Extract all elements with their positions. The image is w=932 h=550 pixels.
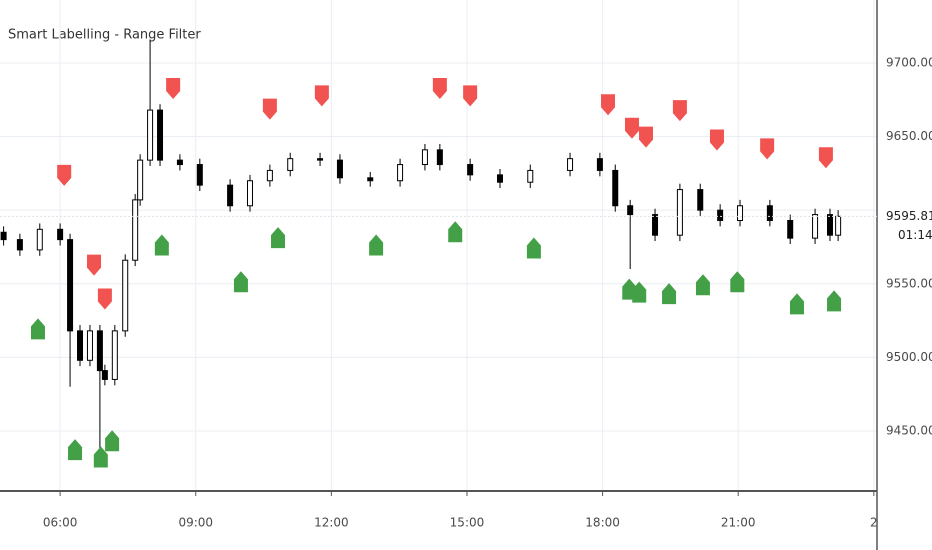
sell-label [624,117,639,139]
candle-body [676,189,683,236]
candle-body [317,158,324,161]
candle-body [246,180,253,207]
candle-body [397,164,404,182]
y-tick-label: 9450.00 [886,423,932,437]
candle-body [227,184,234,207]
candle-body [147,109,154,161]
buy-label [271,227,286,249]
sell-label [709,129,724,151]
x-tick-label: 09:00 [178,516,213,530]
sell-label [262,98,277,120]
grid [0,0,877,491]
candle-body [122,259,129,332]
candle-body [737,205,744,221]
candle-body [96,330,103,372]
candle-body [826,214,833,236]
x-tick-label: 21:00 [721,516,756,530]
price-box [878,205,932,246]
y-tick-label: 9550.00 [886,276,932,290]
buy-label [233,271,248,293]
buy-label [789,293,804,315]
y-tick-label: 9700.00 [886,55,932,69]
buy-label [105,430,120,452]
buy-label [632,281,647,303]
candle-body [652,214,659,236]
buy-label [154,234,169,256]
candle-body [101,370,108,380]
sell-label [432,78,447,100]
candle-body [86,330,93,361]
candle-body [627,205,634,216]
candle-body [717,209,724,221]
candle-body [612,169,619,207]
candle-body [835,215,842,236]
candle-body [157,109,164,161]
buy-label [93,446,108,468]
sell-label [463,85,478,107]
candle-body [287,158,294,171]
x-tick-label: 15:00 [450,516,485,530]
sell-label [760,138,775,160]
buy-label [369,234,384,256]
candles [0,39,842,458]
candle-body [812,214,819,239]
candle-body [367,177,374,182]
buy-label [827,290,842,312]
candle-body [436,149,443,166]
candle-body [67,239,74,332]
candle-body [787,219,794,239]
candle-body [77,330,84,361]
candle-body [57,228,64,241]
buy-label [695,274,710,296]
x-tick-label: 2 [870,516,878,530]
sell-label [638,126,653,148]
candle-body [111,330,118,380]
price-label: 9595.81 [886,209,932,223]
buy-label [730,271,745,293]
candle-body [527,169,534,183]
x-tick-label: 12:00 [314,516,349,530]
candle-body [496,174,503,183]
sell-label [672,100,687,122]
x-tick-label: 18:00 [585,516,620,530]
sell-label [97,288,112,310]
candle-body [336,159,343,179]
sell-markers [57,78,833,310]
candle-body [697,189,704,211]
sell-label [87,254,102,276]
y-tick-label: 9650.00 [886,129,932,143]
candle-body [176,159,183,166]
buy-label [662,283,677,305]
candle-body [596,158,603,171]
candle-body [137,159,144,201]
candle-body [266,169,273,182]
buy-label [448,221,463,243]
chart-title: Smart Labelling - Range Filter [8,28,201,43]
countdown-label: 01:14 [898,228,932,242]
candle-body [196,164,203,186]
y-tick-label: 9500.00 [886,350,932,364]
candle-body [766,205,773,221]
sell-label [57,164,72,186]
buy-markers [30,221,842,468]
sell-label [314,85,329,107]
sell-label [601,94,616,116]
candle-body [421,149,428,166]
candle-body [567,158,574,171]
candle-body [467,164,474,176]
candle-body [132,199,139,261]
buy-label [526,237,541,259]
candle-body [36,228,43,251]
sell-label [818,147,833,169]
sell-label [166,78,181,100]
buy-label [30,318,45,340]
candle-body [0,231,7,241]
candle-body [16,239,23,251]
x-tick-label: 06:00 [43,516,78,530]
buy-label [68,439,83,461]
